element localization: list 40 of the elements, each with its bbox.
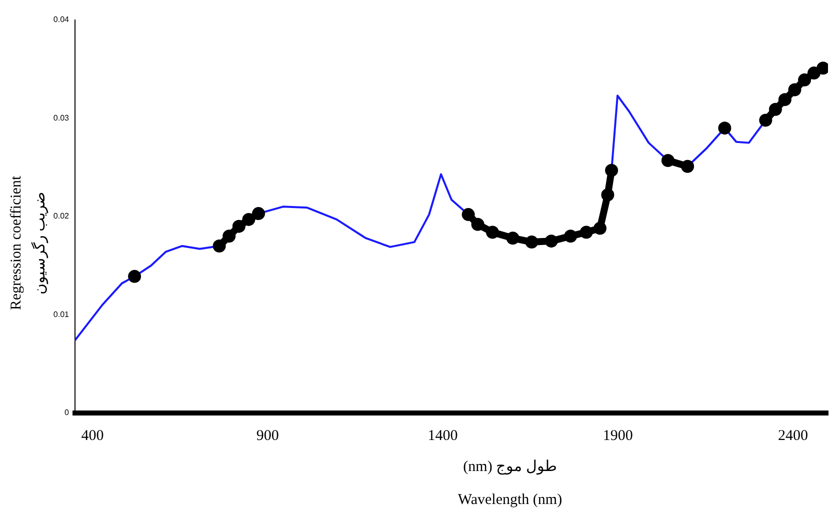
text: طول موج (nm) [463,458,557,476]
y-tick-label: 0 [64,408,70,418]
point [525,236,538,249]
point [681,160,694,173]
point [807,66,820,80]
y-tick-label: 0.02 [53,212,70,221]
point [564,230,578,243]
point [128,270,142,283]
point [661,154,674,167]
y-tick-label: 0.03 [53,113,70,122]
point [242,212,256,226]
point [222,230,236,243]
point [759,114,772,127]
x-tick-label: 400 [81,428,104,444]
x-tick-label: 2400 [778,428,808,444]
point [788,83,802,96]
x-axis-title: Wavelength (nm) [458,492,562,509]
point [462,208,475,222]
x-tick-label: 1900 [602,428,633,444]
point [798,73,812,86]
y-tick-label: 0.01 [53,310,70,319]
point [580,226,593,239]
point [252,207,266,220]
y-tick-label: 0.04 [53,15,70,24]
point [601,188,614,202]
point [605,164,618,177]
point [544,234,558,248]
point [718,122,732,135]
x-tick-label: 1400 [428,428,458,444]
point [778,93,792,106]
point [768,102,782,116]
point [486,226,499,239]
point [471,218,484,231]
point [212,239,226,252]
point [594,222,606,235]
y-axis-title: Regression coefficient [8,176,26,310]
text: ضریب رگرسیون [30,192,50,294]
point [506,232,520,245]
x-tick-label: 900 [256,428,279,444]
point [232,220,246,233]
